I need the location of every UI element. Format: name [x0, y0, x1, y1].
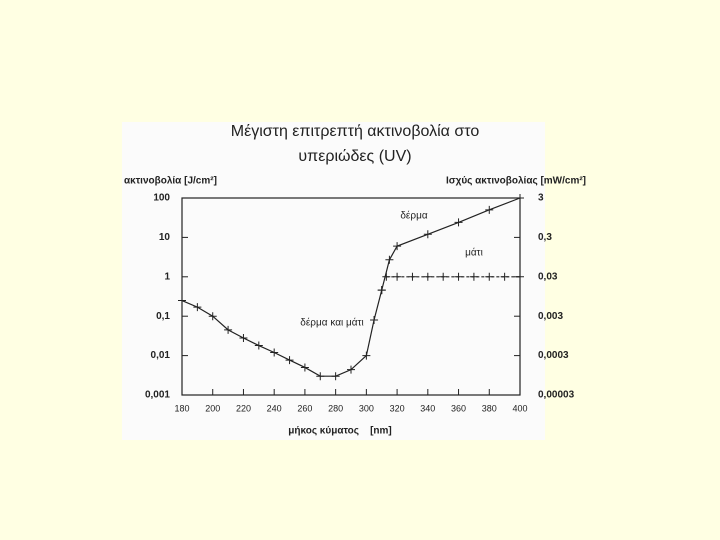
point-marker — [300, 363, 309, 372]
chart-panel — [122, 122, 545, 440]
chart-title: υπεριώδες (UV) — [298, 148, 411, 165]
point-marker — [193, 303, 202, 312]
x-tick-label: 380 — [482, 403, 497, 413]
point-marker — [454, 272, 463, 281]
point-marker — [239, 333, 248, 342]
point-marker — [208, 312, 217, 321]
y2-tick-label: 0,00003 — [538, 390, 575, 401]
y-tick-label: 10 — [159, 232, 171, 243]
point-marker — [423, 272, 432, 281]
point-marker — [423, 230, 432, 239]
series-label: δέρμα — [400, 210, 427, 222]
y-tick-label: 0,001 — [145, 390, 170, 401]
y2-tick-label: 0,03 — [538, 271, 558, 282]
point-marker — [385, 255, 394, 264]
point-marker — [377, 286, 386, 295]
point-marker — [362, 351, 371, 360]
y-tick-label: 0,1 — [156, 311, 170, 322]
y-axis-label: ακτινοβολία [J/cm²] — [124, 176, 217, 187]
point-marker — [285, 356, 294, 365]
point-marker — [178, 296, 186, 305]
point-marker — [393, 242, 402, 251]
series-label: δέρμα και μάτι — [300, 317, 363, 329]
x-tick-label: 240 — [267, 403, 282, 413]
x-tick-label: 400 — [512, 403, 527, 413]
x-tick-label: 260 — [297, 403, 312, 413]
x-tick-label: 340 — [420, 403, 435, 413]
point-marker — [224, 325, 233, 334]
point-marker — [270, 348, 279, 357]
chart-title: Μέγιστη επιτρεπτή ακτινοβολία στο — [231, 123, 480, 140]
y-tick-label: 0,01 — [151, 350, 171, 361]
point-marker — [408, 272, 417, 281]
x-tick-label: 360 — [451, 403, 466, 413]
x-tick-label: 300 — [359, 403, 374, 413]
y-tick-label: 1 — [164, 271, 170, 282]
y2-tick-label: 0,0003 — [538, 350, 569, 361]
point-marker — [382, 272, 391, 281]
plot-frame — [181, 197, 521, 396]
point-marker — [516, 194, 524, 202]
point-marker — [485, 205, 494, 214]
series-label: μάτι — [465, 247, 483, 259]
x-tick-label: 180 — [174, 403, 189, 413]
point-marker — [347, 365, 355, 374]
point-marker — [370, 316, 379, 325]
point-marker — [516, 272, 524, 281]
point-marker — [254, 341, 263, 350]
y-tick-label: 100 — [153, 193, 170, 204]
point-marker — [454, 218, 463, 227]
point-marker — [500, 272, 509, 281]
point-marker — [393, 272, 402, 281]
x-tick-label: 320 — [390, 403, 405, 413]
y2-tick-label: 0,3 — [538, 232, 552, 243]
x-tick-label: 200 — [205, 403, 220, 413]
point-marker — [439, 272, 448, 281]
y2-axis-label: Ισχύς ακτινοβολίας [mW/cm²] — [446, 176, 586, 187]
x-tick-label: 280 — [328, 403, 343, 413]
y2-tick-label: 0,003 — [538, 311, 563, 322]
y2-tick-label: 3 — [538, 193, 544, 204]
x-axis-label: μήκος κύματος [nm] — [288, 426, 392, 437]
point-marker — [485, 272, 494, 281]
point-marker — [469, 272, 478, 281]
point-marker — [316, 372, 325, 381]
x-tick-label: 220 — [236, 403, 251, 413]
point-marker — [331, 372, 340, 381]
